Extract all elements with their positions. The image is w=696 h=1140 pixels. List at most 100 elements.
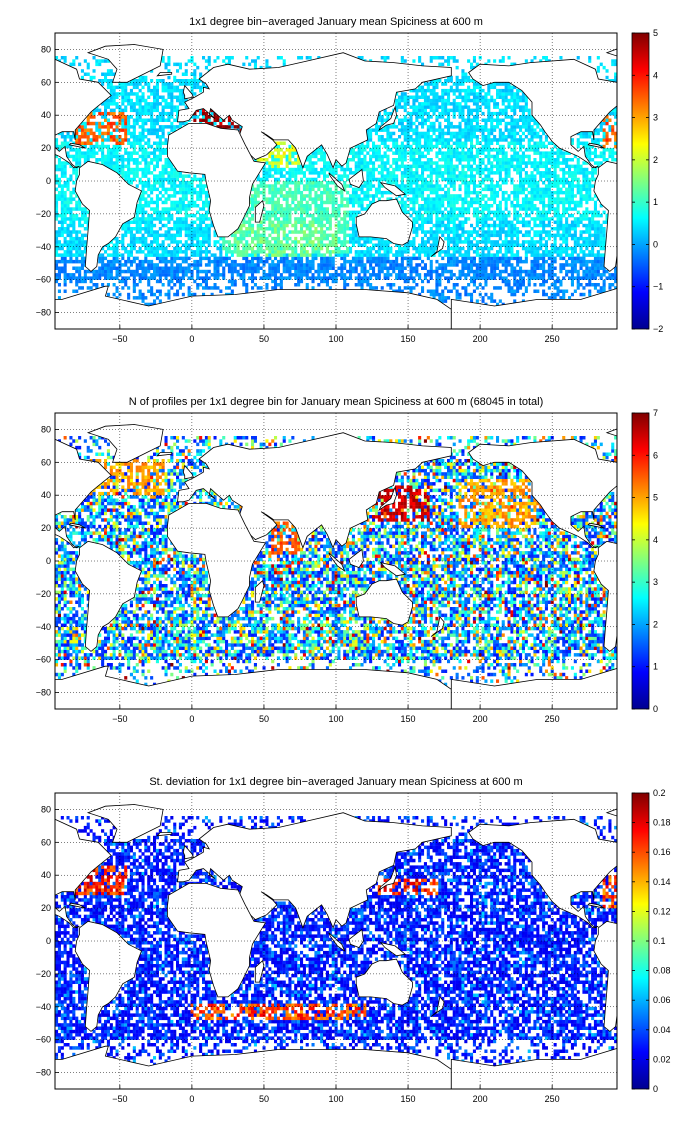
y-tick-label: 0 (46, 556, 51, 566)
colorbar-gradient (631, 32, 650, 330)
land-shape (254, 579, 265, 603)
colorbar-tick-label: 4 (653, 535, 658, 545)
colorbar-tick-label: 7 (653, 408, 658, 418)
land-shape (605, 808, 617, 817)
colorbar-tick-label: 1 (653, 662, 658, 672)
y-tick-label: −40 (36, 622, 51, 632)
land-shape (378, 485, 397, 512)
y-tick-label: 40 (41, 870, 51, 880)
land-shape (355, 578, 413, 626)
land-shape (348, 928, 364, 949)
panel-title: N of profiles per 1x1 degree bin for Jan… (129, 396, 544, 408)
land-shape (182, 84, 194, 100)
y-tick-label: 0 (46, 176, 51, 186)
colorbar-tick-label: 0.18 (653, 818, 671, 828)
x-tick-label: 250 (545, 334, 560, 344)
land-shape (430, 236, 445, 257)
land-shape (156, 72, 173, 77)
land-shape (593, 540, 617, 652)
land-shape (74, 160, 143, 272)
x-tick-label: 100 (328, 714, 343, 724)
x-tick-label: 0 (189, 714, 194, 724)
y-tick-label: −80 (36, 1068, 51, 1078)
y-tick-label: −40 (36, 1002, 51, 1012)
colorbar-tick-label: 0.02 (653, 1054, 671, 1064)
colorbar-tick-label: −2 (653, 324, 663, 334)
land-shape (355, 198, 413, 246)
y-tick-label: −20 (36, 589, 51, 599)
y-tick-label: −60 (36, 275, 51, 285)
x-tick-label: −50 (112, 714, 127, 724)
y-tick-label: 60 (41, 77, 51, 87)
land-shape (177, 432, 452, 549)
y-tick-label: −20 (36, 969, 51, 979)
y-tick-label: 0 (46, 936, 51, 946)
land-shape (468, 58, 617, 169)
colorbar-tick-label: 0 (653, 1084, 658, 1094)
land-shape (74, 920, 143, 1032)
land-shape (676, 73, 690, 76)
y-tick-label: 40 (41, 110, 51, 120)
land-shape (182, 464, 194, 480)
land-shape (686, 123, 696, 236)
coastlines (55, 424, 696, 709)
x-tick-label: 50 (259, 1094, 269, 1104)
land-shape (355, 958, 413, 1006)
colorbar-tick-label: 0.12 (653, 906, 671, 916)
land-shape (68, 142, 86, 149)
y-tick-label: −80 (36, 308, 51, 318)
land-shape (686, 883, 696, 997)
colorbar-tick-label: 1 (653, 197, 658, 207)
land-shape (379, 941, 407, 957)
land-shape (430, 616, 445, 637)
x-tick-label: 200 (473, 714, 488, 724)
land-shape (177, 52, 452, 169)
land-shape (379, 561, 407, 577)
map-panel-mean: −50 0 50 100 150 200 250806040200−20−40−60−801… (36, 16, 696, 344)
land-shape (156, 452, 173, 457)
land-shape (55, 438, 112, 549)
x-tick-label: 150 (401, 714, 416, 724)
x-tick-label: −50 (112, 1094, 127, 1104)
x-tick-label: 200 (473, 334, 488, 344)
x-tick-label: 50 (259, 714, 269, 724)
land-shape (686, 503, 696, 617)
land-shape (587, 522, 605, 529)
colorbar-tick-label: 6 (653, 450, 658, 460)
map-panel-std: −50 0 50 100 150 200 250806040200−20−40−60−80S… (36, 776, 696, 1104)
x-tick-label: 50 (259, 334, 269, 344)
y-tick-label: −20 (36, 209, 51, 219)
y-tick-label: 80 (41, 804, 51, 814)
land-shape (450, 667, 617, 709)
land-shape (328, 552, 346, 573)
grid (55, 793, 617, 1089)
grid (55, 33, 617, 329)
land-shape (55, 58, 112, 169)
x-tick-label: 0 (189, 1094, 194, 1104)
y-tick-label: 40 (41, 490, 51, 500)
x-tick-label: 200 (473, 1094, 488, 1104)
colorbar-tick-label: 2 (653, 155, 658, 165)
grid (55, 413, 617, 709)
x-tick-label: 0 (189, 334, 194, 344)
land-shape (587, 142, 605, 149)
land-shape (74, 540, 143, 652)
colorbar-tick-label: 0.1 (653, 936, 666, 946)
y-tick-label: 20 (41, 523, 51, 533)
land-shape (676, 453, 690, 456)
coastlines (55, 804, 696, 1089)
colorbar-tick-label: 0.04 (653, 1025, 671, 1035)
land-shape (167, 123, 267, 238)
y-tick-label: 60 (41, 837, 51, 847)
land-shape (593, 920, 617, 1032)
colorbar-gradient (631, 412, 650, 710)
colorbar-tick-label: 5 (653, 493, 658, 503)
colorbar-tick-label: 0.14 (653, 877, 671, 887)
colorbar-tick-label: −1 (653, 282, 663, 292)
colorbar-tick-label: 4 (653, 70, 658, 80)
y-tick-label: 20 (41, 903, 51, 913)
x-tick-label: 100 (328, 334, 343, 344)
land-shape (68, 522, 86, 529)
x-tick-label: 250 (545, 714, 560, 724)
land-shape (167, 883, 267, 998)
